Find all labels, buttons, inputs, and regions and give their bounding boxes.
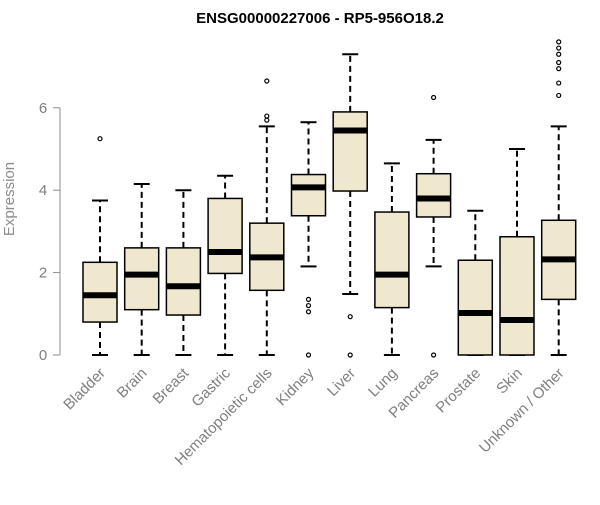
box-unknown-other [540,39,577,356]
outlier-point [556,92,562,99]
outlier-point [556,59,562,66]
box-skin [499,148,535,356]
iqr-box [290,173,327,217]
outlier-point [431,94,437,101]
box-prostate [457,209,494,356]
outlier-point [264,113,270,119]
iqr-box [374,211,410,309]
chart-title: ENSG00000227006 - RP5-956O18.2 [196,10,444,27]
outlier-point [97,136,103,142]
outlier-point [556,45,562,51]
outlier-point [347,314,353,320]
x-label-prostate: Prostate [433,365,485,417]
box-breast [165,189,202,356]
box-bladder [82,136,118,356]
box-lung [374,162,410,356]
outlier-point [264,117,270,123]
y-tick-label: 4 [39,182,47,199]
x-label-kidney: Kidney [273,364,318,409]
x-label-lung: Lung [365,365,401,401]
outlier-point [556,80,562,86]
iqr-box [499,236,535,356]
iqr-box [457,259,494,356]
y-tick-label: 0 [39,347,47,364]
outlier-point [347,352,353,358]
box-liver [332,53,368,358]
iqr-box [207,197,243,275]
box-pancreas [415,94,452,358]
box-kidney [290,121,327,358]
outlier-point [305,302,312,309]
x-label-bladder: Bladder [60,365,109,414]
x-label-brain: Brain [114,365,151,402]
x-label-liver: Liver [324,365,359,400]
outlier-point [556,51,562,57]
box-brain [123,183,160,356]
y-axis: 0 2 4 6 [39,100,61,364]
outlier-point [556,39,562,45]
outlier-point [305,309,312,315]
iqr-box [82,261,118,323]
outlier-point [264,78,270,84]
y-axis-title: Expression [1,162,18,236]
outlier-point [305,352,312,358]
y-tick-label: 2 [39,265,47,282]
iqr-box [123,247,160,311]
outlier-point [556,66,562,72]
x-label-breast: Breast [150,364,193,407]
iqr-box [332,111,368,192]
box-gastric [207,174,243,356]
outlier-point [431,352,437,358]
x-label-skin: Skin [493,365,526,398]
outlier-point [305,296,312,302]
iqr-box [415,172,452,218]
box-hematopoietic-cells [249,78,285,356]
boxes [82,39,577,358]
y-tick-label: 6 [39,100,47,117]
iqr-box [165,247,202,316]
